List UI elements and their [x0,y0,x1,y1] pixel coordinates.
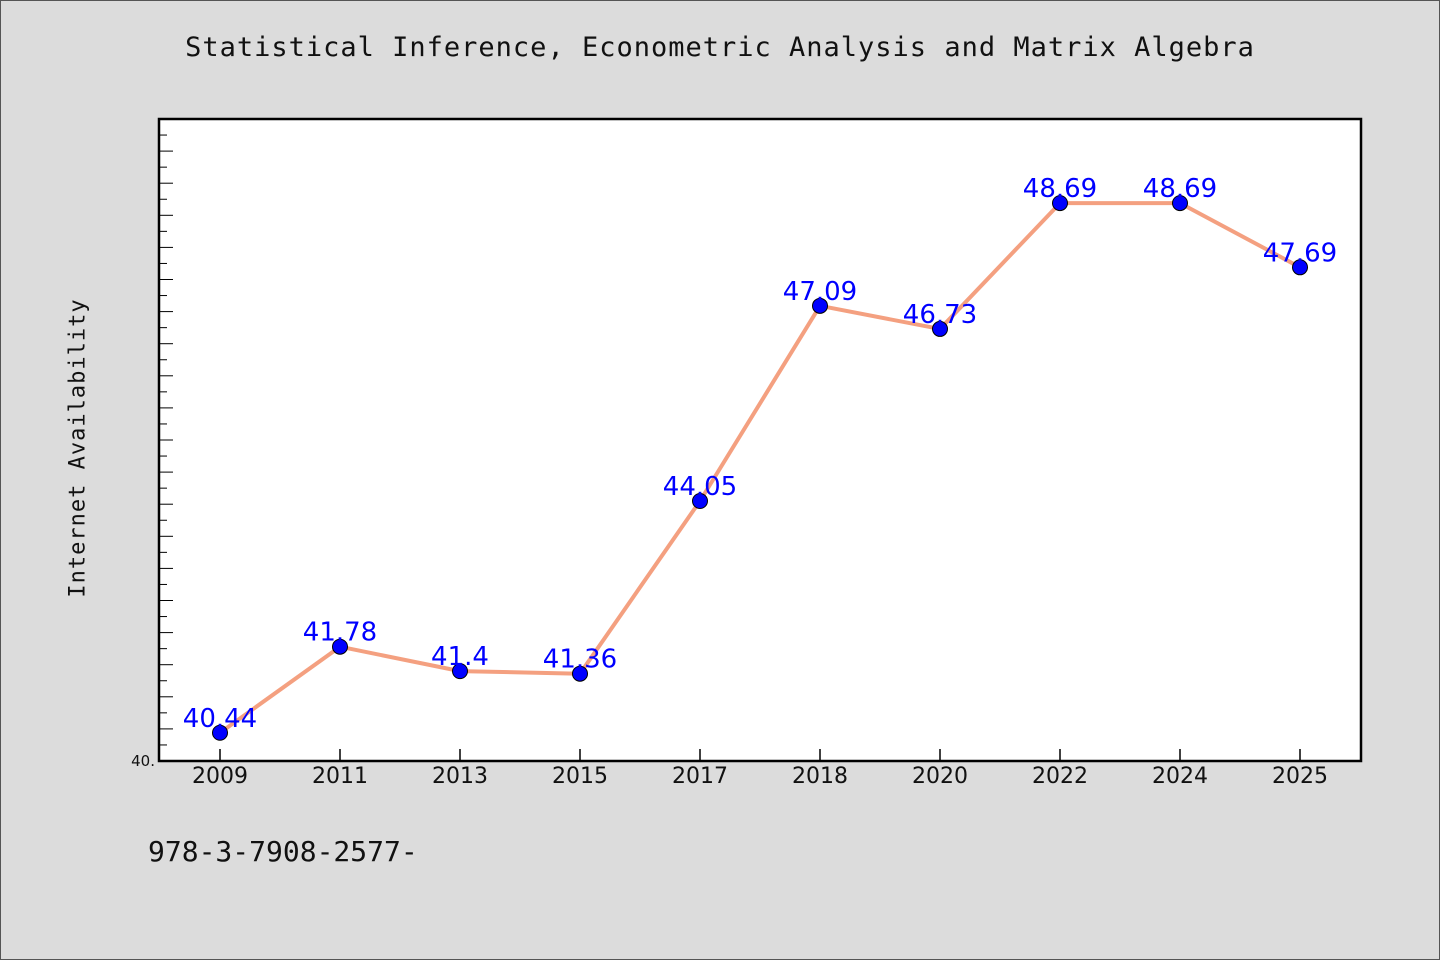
y-tick-label-min: 40. [131,752,155,770]
chart-title: Statistical Inference, Econometric Analy… [185,32,1255,63]
series-line [218,201,1301,735]
data-point [692,492,708,509]
data-point [572,665,588,682]
data-label: 41.78 [303,618,377,648]
data-label: 48.69 [1143,174,1217,204]
x-tick-label: 2015 [552,764,608,789]
data-point [1172,195,1188,212]
x-tick-label: 2009 [192,764,248,789]
data-labels: 40.44 41.78 41.4 41.36 44.05 47.09 46.73 48.69 4… [183,174,1337,734]
data-label: 48.69 [1023,174,1097,204]
x-tick-label: 2018 [792,764,848,789]
x-tick-label: 2013 [432,764,488,789]
x-tick-label: 2024 [1152,764,1208,789]
data-point [1292,259,1308,276]
data-label: 46.73 [903,300,977,330]
x-tick-label: 2020 [912,764,968,789]
data-point [812,297,828,314]
x-tick-label: 2022 [1032,764,1088,789]
data-label: 41.36 [543,645,617,675]
plot-area [159,119,1361,761]
data-points [212,195,1308,741]
data-point [212,724,228,741]
x-tick-label: 2025 [1272,764,1328,789]
data-point [1052,195,1068,212]
x-ticks: 2009 2011 2013 2015 2017 2018 2020 2022 2024 2025 [192,749,1328,789]
data-label: 40.44 [183,704,257,734]
data-label: 47.09 [783,277,857,307]
data-label: 44.05 [663,472,737,502]
data-point [452,663,468,680]
data-label: 41.4 [431,642,489,672]
plot-border [157,117,1363,763]
x-tick-label: 2011 [312,764,368,789]
data-point [932,320,948,337]
x-tick-label: 2017 [672,764,728,789]
data-label: 47.69 [1263,238,1337,268]
y-ticks [159,134,173,746]
data-point [332,638,348,655]
footnote-isbn: 978-3-7908-2577- [148,835,418,868]
